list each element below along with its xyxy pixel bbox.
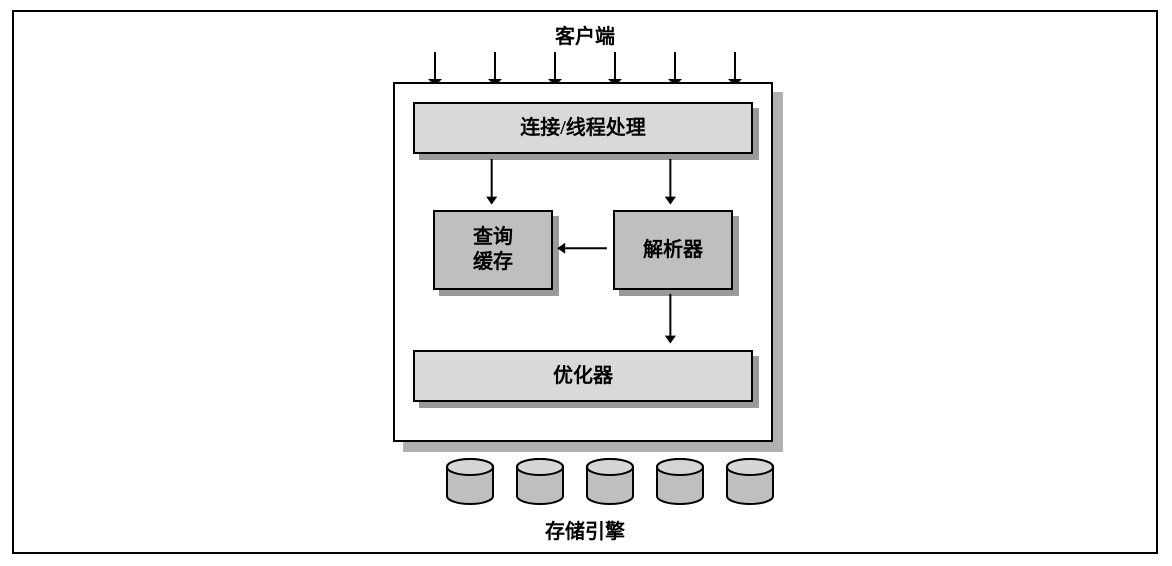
outer-frame: 客户端 连接/线程处理 查询缓存 解析器 优化器 [12, 10, 1158, 554]
storage-cylinder-icon [515, 458, 565, 506]
storage-cylinder-icon [655, 458, 705, 506]
storage-cylinder-icon [445, 458, 495, 506]
storage-label: 存储引擎 [14, 515, 1156, 544]
storage-cylinders [14, 12, 1156, 552]
storage-cylinder-icon [725, 458, 775, 506]
storage-cylinder-icon [585, 458, 635, 506]
